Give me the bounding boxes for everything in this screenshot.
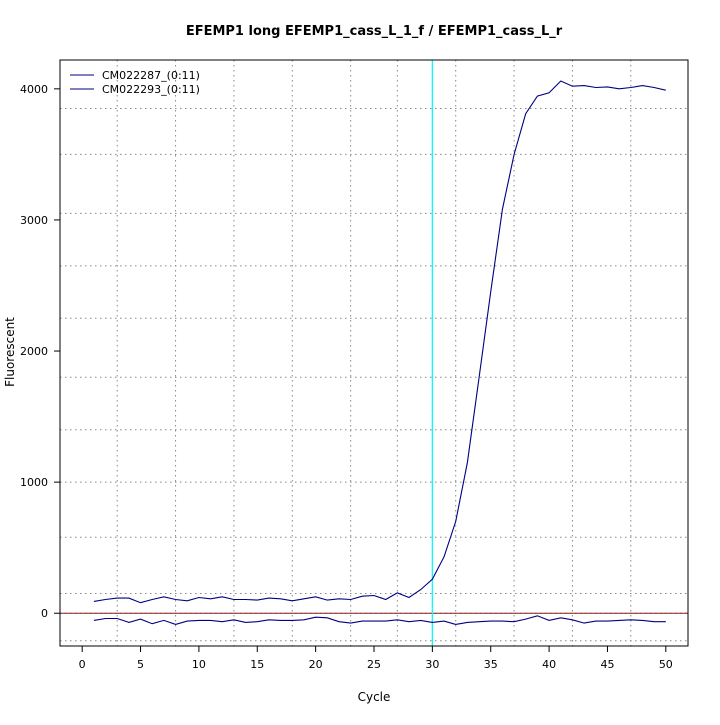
x-tick-label: 25 xyxy=(367,658,381,671)
series-line-2 xyxy=(93,615,666,625)
grid-layer xyxy=(60,60,688,646)
x-tick-label: 15 xyxy=(250,658,264,671)
x-tick-label: 0 xyxy=(79,658,86,671)
y-tick-label: 4000 xyxy=(20,83,48,96)
axes: 0 5 10 15 20 25 30 35 40 45 50 0 1000 2000 3000 4000 xyxy=(20,59,689,671)
plot-frame xyxy=(59,59,689,647)
chart-title: EFEMP1 long EFEMP1_cass_L_1_f / EFEMP1_c… xyxy=(186,24,563,39)
x-tick-label: 30 xyxy=(425,658,439,671)
reference-lines xyxy=(60,60,688,646)
x-tick-label: 20 xyxy=(309,658,323,671)
x-tick-label: 10 xyxy=(192,658,206,671)
legend: CM022287_(0:11)CM022293_(0:11) xyxy=(70,69,200,96)
series-layer xyxy=(93,80,666,625)
y-axis-label: Fluorescent xyxy=(3,317,17,387)
x-tick-label: 5 xyxy=(137,658,144,671)
x-tick-label: 40 xyxy=(542,658,556,671)
x-tick-label: 50 xyxy=(659,658,673,671)
series-line-1 xyxy=(93,80,666,604)
legend-label-2: CM022293_(0:11) xyxy=(102,83,200,96)
y-tick-label: 2000 xyxy=(20,345,48,358)
y-tick-label: 1000 xyxy=(20,476,48,489)
x-axis-label: Cycle xyxy=(358,690,391,704)
x-tick-label: 45 xyxy=(600,658,614,671)
y-tick-label: 0 xyxy=(41,607,48,620)
y-tick-label: 3000 xyxy=(20,214,48,227)
legend-label-1: CM022287_(0:11) xyxy=(102,69,200,82)
x-tick-label: 35 xyxy=(484,658,498,671)
